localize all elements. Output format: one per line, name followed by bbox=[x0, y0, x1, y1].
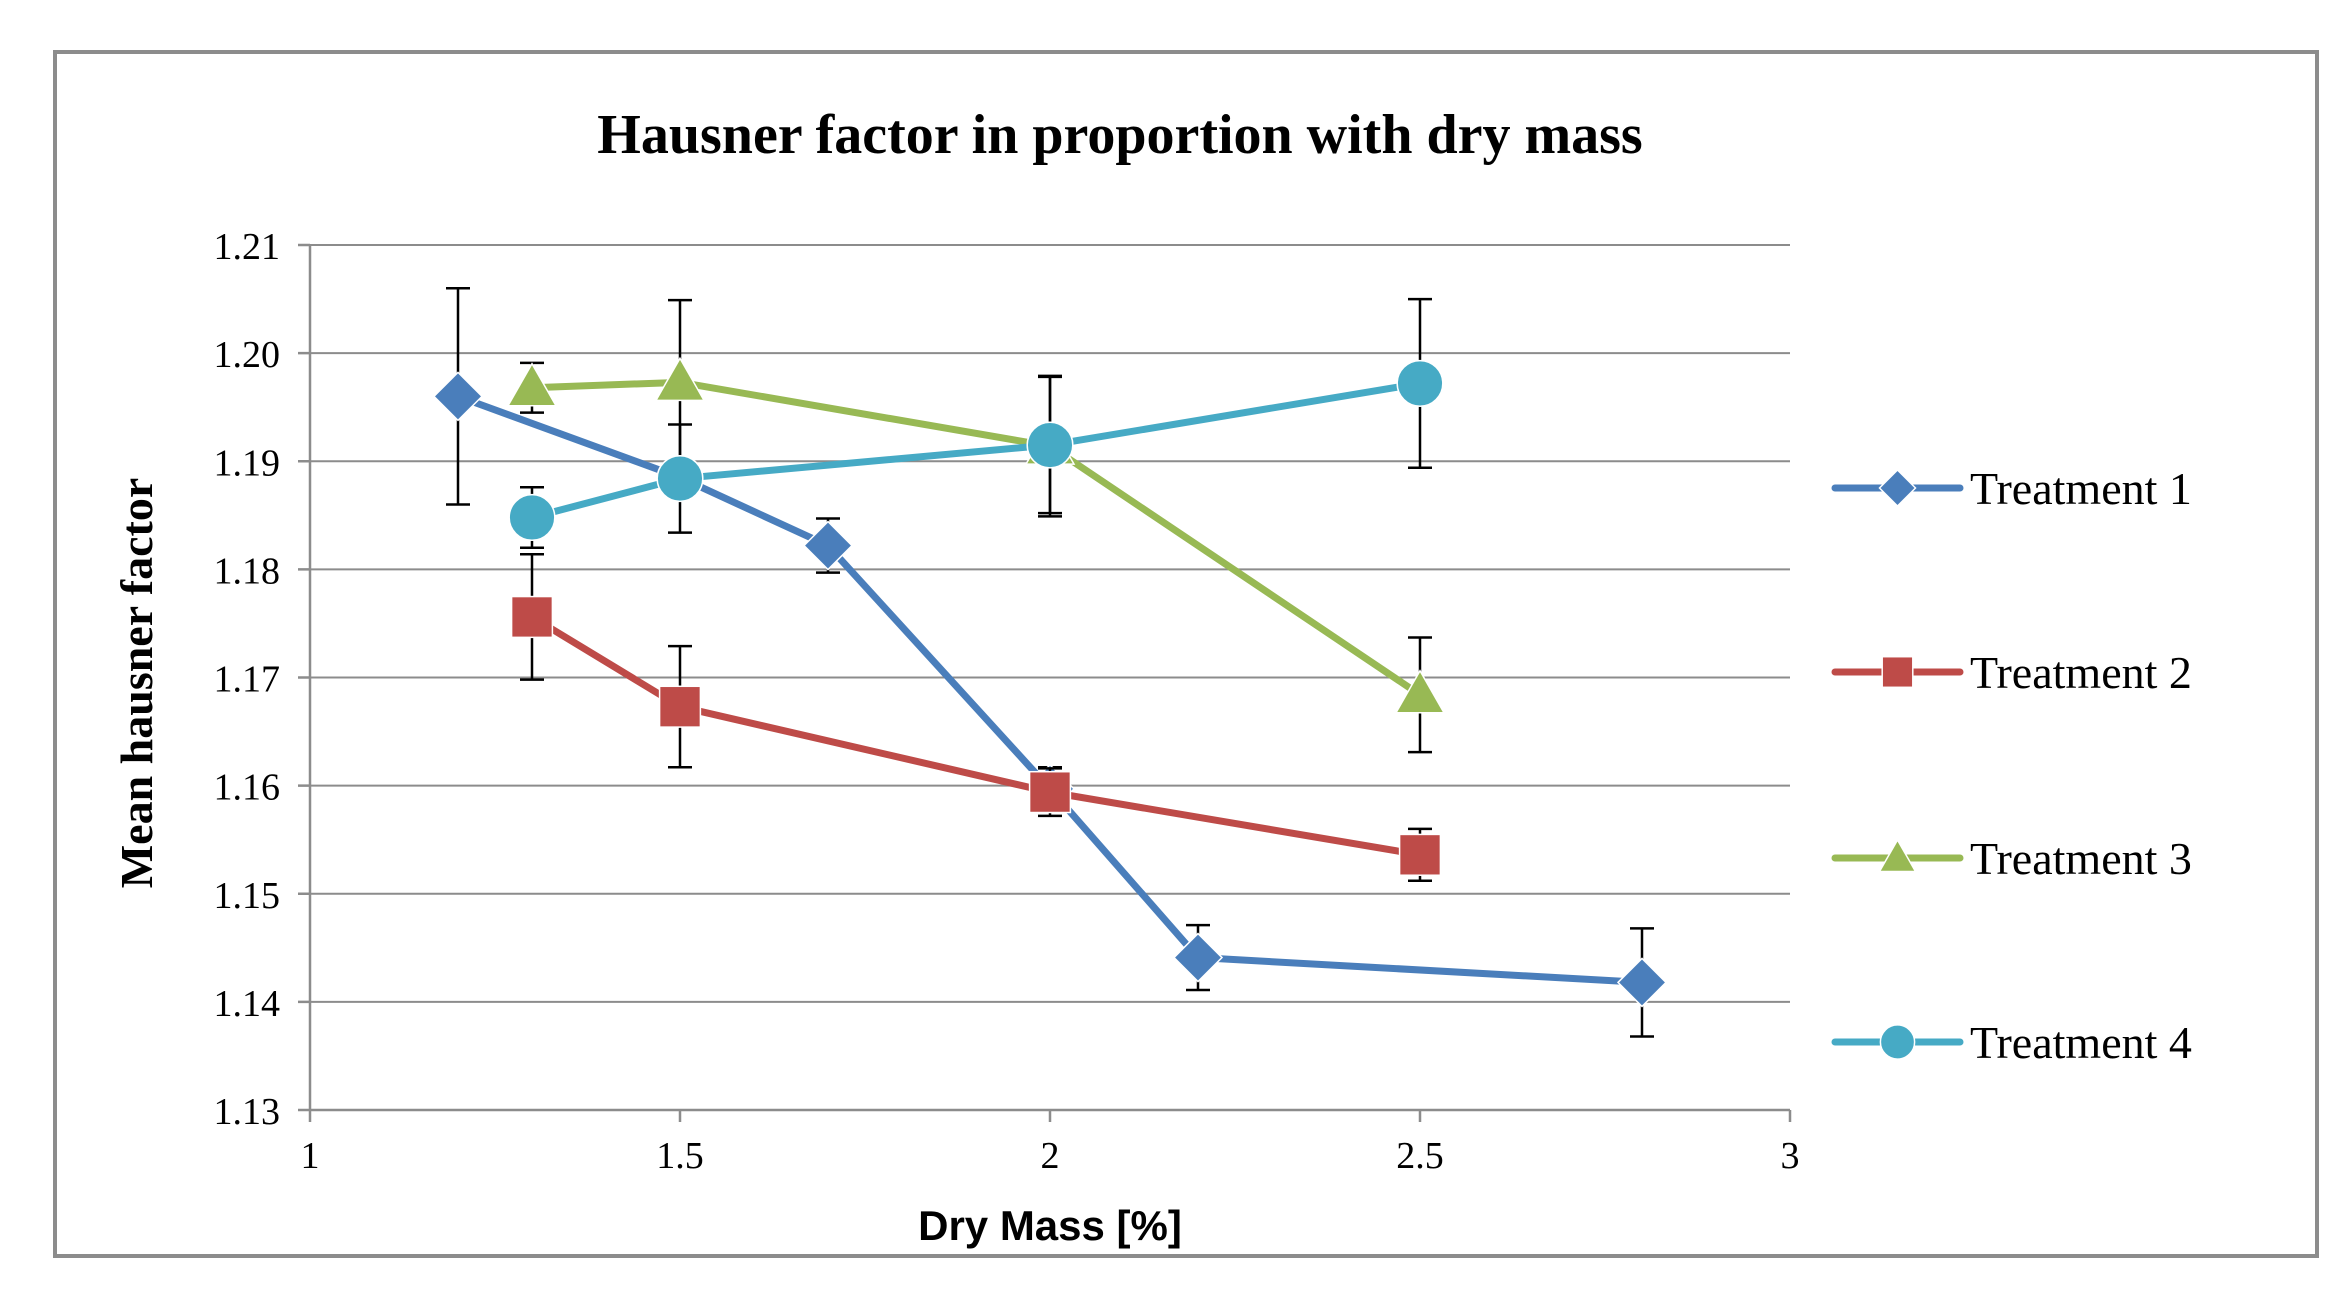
y-tick-label: 1.16 bbox=[214, 767, 281, 809]
data-point bbox=[1394, 669, 1446, 714]
data-point bbox=[656, 455, 704, 503]
legend-item-1: Treatment 1 bbox=[1831, 463, 2192, 514]
chart-frame bbox=[53, 50, 2319, 1258]
legend-marker bbox=[1878, 838, 1917, 873]
series-4 bbox=[508, 297, 1444, 549]
axis-layer: 1.13 1.14 1.15 1.16 1.17 1.18 1.19 1.20 1.21 1 1.5… bbox=[214, 226, 1800, 1177]
y-tick-label: 1.19 bbox=[214, 442, 281, 484]
data-point bbox=[658, 685, 702, 728]
legend: Treatment 1 Treatment 2 Treatment 3 Treatme… bbox=[1831, 463, 2192, 1068]
series-line bbox=[528, 378, 1424, 699]
data-point bbox=[1616, 957, 1668, 1008]
series-line bbox=[454, 392, 1646, 986]
y-tick-label: 1.14 bbox=[214, 983, 281, 1025]
data-point bbox=[432, 371, 484, 422]
legend-label: Treatment 4 bbox=[1970, 1017, 2192, 1068]
chart-title: Hausner factor in proportion with dry ma… bbox=[597, 104, 1642, 166]
legend-marker bbox=[1879, 1024, 1916, 1060]
series-line bbox=[528, 613, 1424, 859]
x-tick-label: 1 bbox=[301, 1135, 320, 1177]
legend-label: Treatment 3 bbox=[1970, 833, 2192, 884]
data-point bbox=[508, 493, 556, 542]
legend-label: Treatment 1 bbox=[1970, 463, 2192, 514]
y-tick-label: 1.17 bbox=[214, 659, 281, 701]
legend-item-2: Treatment 2 bbox=[1831, 647, 2192, 698]
y-tick-label: 1.21 bbox=[214, 226, 281, 268]
data-point bbox=[654, 356, 706, 402]
y-tick-label: 1.13 bbox=[214, 1091, 281, 1133]
x-tick-label: 2 bbox=[1041, 1135, 1060, 1177]
data-point bbox=[506, 362, 558, 407]
legend-item-3: Treatment 3 bbox=[1831, 833, 2192, 884]
x-tick-label: 1.5 bbox=[656, 1135, 704, 1177]
y-tick-label: 1.15 bbox=[214, 875, 281, 917]
data-point bbox=[802, 520, 854, 571]
data-point bbox=[1396, 359, 1444, 407]
legend-marker bbox=[1881, 655, 1914, 689]
y-tick-label: 1.20 bbox=[214, 334, 281, 376]
series-line bbox=[528, 379, 1424, 521]
data-point bbox=[1026, 421, 1074, 469]
x-tick-label: 3 bbox=[1781, 1135, 1800, 1177]
series-2 bbox=[510, 552, 1442, 883]
x-axis-label: Dry Mass [%] bbox=[918, 1202, 1182, 1249]
series-layer bbox=[432, 287, 1668, 1038]
y-tick-label: 1.18 bbox=[214, 550, 281, 592]
legend-label: Treatment 2 bbox=[1970, 647, 2192, 698]
data-point bbox=[1172, 932, 1224, 983]
legend-item-4: Treatment 4 bbox=[1831, 1017, 2192, 1068]
legend-marker bbox=[1878, 468, 1917, 508]
data-point bbox=[1028, 770, 1072, 814]
x-tick-label: 2.5 bbox=[1396, 1135, 1444, 1177]
data-point bbox=[510, 595, 554, 639]
y-axis-label: Mean hausner factor bbox=[111, 478, 162, 889]
data-point bbox=[1398, 833, 1442, 876]
